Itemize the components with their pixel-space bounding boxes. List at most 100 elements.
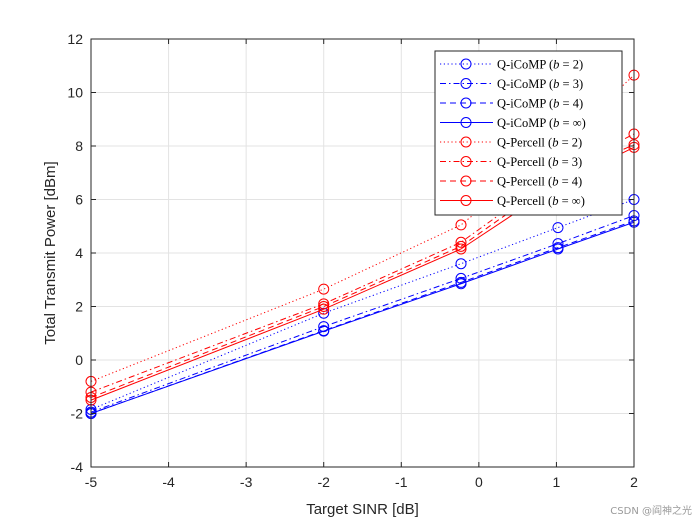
legend-marker	[460, 78, 472, 89]
legend-b-value: 4	[572, 175, 579, 189]
y-tick-label: 6	[75, 192, 83, 208]
legend-equals: =	[558, 136, 571, 150]
legend-equals: =	[558, 194, 571, 208]
legend-marker	[460, 58, 472, 70]
legend-b-value: 2	[572, 136, 578, 150]
series-line	[90, 221, 635, 414]
legend-paren-open: (	[546, 58, 553, 72]
y-axis-label: Total Transmit Power [dBm]	[42, 161, 59, 344]
legend-b-symbol: b	[552, 194, 558, 208]
legend-b-symbol: b	[553, 77, 559, 91]
legend-entry: Q-iCoMP (b = 2)	[440, 58, 583, 72]
legend-paren-open: (	[545, 136, 552, 150]
data-point	[552, 222, 564, 234]
legend-b-symbol: b	[552, 155, 558, 169]
legend-label: Q-Percell (b = ∞)	[497, 194, 585, 208]
legend-equals: =	[559, 116, 572, 130]
legend-entry: Q-Percell (b = 2)	[440, 136, 582, 150]
x-tick-label: -5	[85, 474, 98, 490]
data-point	[455, 243, 467, 255]
legend-entry: Q-Percell (b = ∞)	[440, 194, 585, 208]
legend-paren-open: (	[545, 175, 552, 189]
legend-series-name: Q-iCoMP	[497, 97, 546, 111]
legend-label: Q-Percell (b = 4)	[497, 175, 582, 189]
legend-series-name: Q-Percell	[497, 155, 545, 169]
legend-entry: Q-Percell (b = 3)	[440, 155, 582, 169]
y-tick-label: 0	[75, 352, 83, 368]
y-tick-label: 12	[67, 31, 83, 47]
legend-entry: Q-iCoMP (b = 4)	[440, 97, 583, 111]
x-tick-label: -1	[395, 474, 408, 490]
legend-b-symbol: b	[553, 116, 559, 130]
legend-paren-open: (	[546, 97, 553, 111]
legend-b-symbol: b	[553, 97, 559, 111]
legend-entry: Q-iCoMP (b = 3)	[440, 77, 583, 91]
legend-b-symbol: b	[553, 58, 559, 72]
series-line	[90, 199, 635, 410]
x-tick-label: 2	[630, 474, 638, 490]
legend-marker	[460, 195, 472, 206]
x-tick-label: -2	[317, 474, 330, 490]
legend-b-symbol: b	[552, 136, 558, 150]
legend-equals: =	[558, 155, 571, 169]
legend-entry: Q-iCoMP (b = ∞)	[440, 116, 586, 130]
data-point	[455, 219, 467, 231]
legend-b-value: ∞	[573, 116, 582, 130]
data-point	[455, 278, 467, 290]
legend-label: Q-iCoMP (b = 2)	[497, 58, 583, 72]
legend-series-name: Q-iCoMP	[497, 77, 546, 91]
legend-paren-close: )	[578, 136, 582, 150]
data-point	[455, 236, 467, 248]
data-point	[318, 303, 330, 315]
legend: Q-iCoMP (b = 2)Q-iCoMP (b = 3)Q-iCoMP (b…	[434, 50, 623, 216]
watermark: CSDN @阎神之光	[610, 506, 692, 517]
legend-box	[434, 50, 623, 216]
legend-b-value: ∞	[572, 194, 581, 208]
x-tick-label: 1	[553, 474, 561, 490]
y-tick-label: 10	[67, 85, 83, 101]
legend-series-name: Q-iCoMP	[497, 58, 546, 72]
legend-paren-close: )	[579, 77, 583, 91]
legend-marker	[460, 175, 472, 187]
legend-b-value: 4	[573, 97, 580, 111]
legend-marker	[460, 156, 472, 167]
legend-marker	[460, 136, 472, 148]
legend-series-name: Q-Percell	[497, 175, 545, 189]
legend-equals: =	[559, 58, 572, 72]
legend-paren-close: )	[581, 194, 585, 208]
legend-series-name: Q-Percell	[497, 136, 545, 150]
legend-series-name: Q-iCoMP	[497, 116, 546, 130]
legend-paren-open: (	[546, 77, 553, 91]
data-point	[318, 325, 330, 337]
legend-paren-close: )	[582, 116, 586, 130]
legend-label: Q-iCoMP (b = 3)	[497, 77, 583, 91]
legend-b-value: 3	[572, 155, 578, 169]
legend-paren-close: )	[578, 155, 582, 169]
legend-label: Q-iCoMP (b = 4)	[497, 97, 583, 111]
data-point	[455, 258, 467, 270]
series-layer	[85, 69, 640, 419]
legend-label: Q-Percell (b = 3)	[497, 155, 582, 169]
y-tick-label: 2	[75, 299, 83, 315]
y-tick-label: 8	[75, 138, 83, 154]
legend-equals: =	[559, 77, 572, 91]
legend-b-value: 3	[573, 77, 579, 91]
x-tick-label: -3	[240, 474, 253, 490]
legend-label: Q-Percell (b = 2)	[497, 136, 582, 150]
legend-paren-open: (	[545, 194, 552, 208]
data-point	[318, 307, 330, 319]
x-tick-label: -4	[162, 474, 175, 490]
y-tick-label: 4	[75, 245, 83, 261]
legend-entry: Q-Percell (b = 4)	[440, 175, 582, 189]
legend-series-name: Q-Percell	[497, 194, 545, 208]
series-line	[90, 133, 635, 393]
legend-equals: =	[558, 175, 571, 189]
x-axis-label: Target SINR [dB]	[306, 501, 419, 518]
legend-label: Q-iCoMP (b = ∞)	[497, 116, 586, 130]
series-line	[90, 215, 635, 413]
y-tick-label: -2	[71, 406, 84, 422]
legend-b-symbol: b	[552, 175, 558, 189]
legend-paren-close: )	[579, 97, 583, 111]
